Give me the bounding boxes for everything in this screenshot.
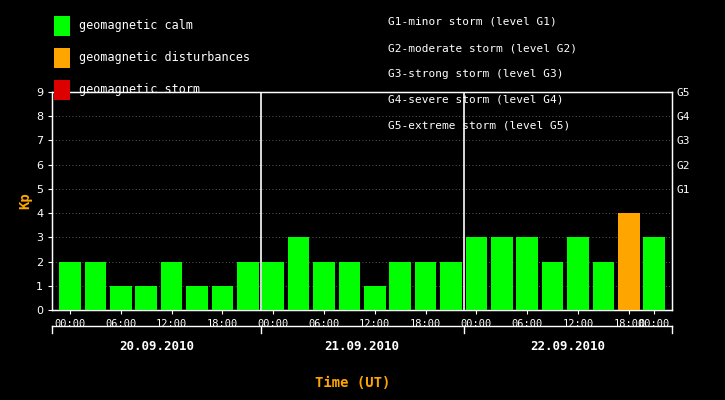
Text: G4-severe storm (level G4): G4-severe storm (level G4) bbox=[388, 95, 563, 105]
Bar bbox=[440, 262, 462, 310]
Bar bbox=[237, 262, 259, 310]
Text: geomagnetic calm: geomagnetic calm bbox=[79, 20, 193, 32]
Bar bbox=[644, 237, 665, 310]
Text: 20.09.2010: 20.09.2010 bbox=[119, 340, 194, 352]
Text: G5-extreme storm (level G5): G5-extreme storm (level G5) bbox=[388, 121, 570, 131]
Bar bbox=[567, 237, 589, 310]
Bar bbox=[516, 237, 538, 310]
Bar bbox=[212, 286, 233, 310]
Bar bbox=[415, 262, 436, 310]
Bar bbox=[186, 286, 208, 310]
Bar bbox=[618, 213, 639, 310]
Bar bbox=[59, 262, 80, 310]
Text: G1-minor storm (level G1): G1-minor storm (level G1) bbox=[388, 17, 557, 27]
Text: geomagnetic storm: geomagnetic storm bbox=[79, 84, 200, 96]
Bar bbox=[542, 262, 563, 310]
Bar bbox=[136, 286, 157, 310]
Bar bbox=[85, 262, 106, 310]
Bar bbox=[339, 262, 360, 310]
Bar bbox=[161, 262, 183, 310]
Bar bbox=[592, 262, 614, 310]
Bar bbox=[364, 286, 386, 310]
Y-axis label: Kp: Kp bbox=[18, 193, 32, 209]
Bar bbox=[262, 262, 284, 310]
Text: G3-strong storm (level G3): G3-strong storm (level G3) bbox=[388, 69, 563, 79]
Bar bbox=[288, 237, 310, 310]
Text: G2-moderate storm (level G2): G2-moderate storm (level G2) bbox=[388, 43, 577, 53]
Bar bbox=[491, 237, 513, 310]
Text: geomagnetic disturbances: geomagnetic disturbances bbox=[79, 52, 250, 64]
Text: 21.09.2010: 21.09.2010 bbox=[325, 340, 399, 352]
Bar bbox=[389, 262, 411, 310]
Bar bbox=[110, 286, 132, 310]
Bar bbox=[313, 262, 335, 310]
Text: 22.09.2010: 22.09.2010 bbox=[531, 340, 605, 352]
Text: Time (UT): Time (UT) bbox=[315, 376, 391, 390]
Bar bbox=[465, 237, 487, 310]
